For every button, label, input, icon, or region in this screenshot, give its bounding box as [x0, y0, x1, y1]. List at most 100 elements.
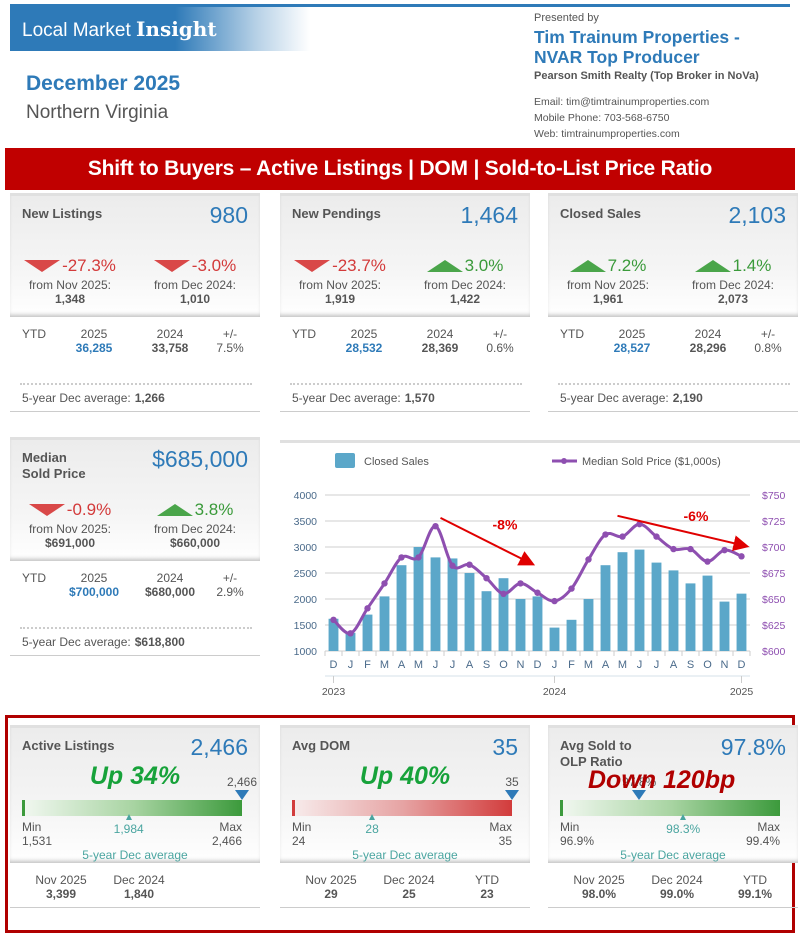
gauge-bar: 97.8% 98.3%	[560, 775, 780, 836]
x-axis-label: A	[398, 659, 406, 671]
gauge-header: Avg DOM 35 35 28 Up 40% Min 24 Max 35 5-ye…	[280, 725, 530, 863]
arrow-down-icon	[153, 260, 190, 272]
ytd-values-row: 28,527 28,296 0.8%	[560, 341, 790, 355]
bar-closed-sales	[532, 596, 543, 651]
ytd-year-prior: 2024	[694, 327, 722, 341]
change-percent: 3.8%	[156, 500, 233, 520]
bar-closed-sales	[583, 599, 594, 651]
ytd-change-value: 7.5%	[216, 341, 244, 355]
footer-stat-label: YTD	[475, 873, 499, 887]
footer-stat-label: Dec 2024	[383, 873, 435, 887]
legend-line-marker	[561, 458, 567, 464]
right-axis-tick: $600	[762, 646, 786, 658]
gauge-header: Avg Sold to OLP Ratio 97.8% 97.8% 98.3% D…	[548, 725, 798, 863]
average-marker-icon	[369, 814, 376, 820]
x-axis-label: M	[414, 659, 423, 671]
ytd-label: YTD	[22, 571, 46, 585]
legend-label-closed-sales: Closed Sales	[364, 456, 429, 468]
card-value: $685,000	[152, 446, 248, 472]
change-percent: -0.9%	[28, 500, 111, 520]
chart-svg: Closed Sales Median Sold Price ($1,000s) 1…	[294, 453, 786, 698]
average-value: $618,800	[134, 635, 185, 649]
year-label: 2024	[543, 686, 567, 698]
bar-closed-sales	[481, 591, 492, 651]
max-value: 99.4%	[745, 834, 780, 848]
annotation-label: -8%	[493, 516, 518, 532]
gauge-title: Active Listings	[22, 738, 115, 753]
current-marker-label: 97.8%	[622, 775, 657, 789]
change-previous-value: 1,010	[179, 292, 211, 306]
change-from-label: from Nov 2025:	[298, 278, 382, 292]
x-axis-label: A	[602, 659, 610, 671]
footer-stat-value: 3,399	[45, 887, 77, 901]
brand-bold: Insight	[136, 17, 217, 41]
point-median-price	[551, 597, 558, 605]
current-marker-icon	[505, 790, 519, 800]
ytd-year-current: 2025	[350, 327, 378, 341]
change-percent: -3.0%	[153, 256, 236, 276]
change-prev-month: -23.7% from Nov 2025: 1,919	[280, 256, 400, 307]
ytd-value-prior: 28,369	[421, 341, 459, 355]
card-value: 980	[209, 202, 248, 228]
ytd-year-prior: 2024	[156, 327, 184, 341]
card-title-line-2: Sold Price	[22, 466, 86, 481]
ytd-year-current: 2025	[618, 327, 646, 341]
change-prev-month: -0.9% from Nov 2025: $691,000	[10, 500, 130, 551]
footer-stat-label: Nov 2025	[573, 873, 625, 887]
change-percent: 3.0%	[426, 256, 503, 276]
arrow-up-icon	[156, 504, 193, 516]
average-label: 5-year Dec average:	[292, 391, 401, 405]
ytd-label: YTD	[22, 327, 46, 341]
point-median-price	[364, 605, 371, 612]
change-from-label: from Nov 2025:	[28, 278, 112, 292]
average-caption: 5-year Dec average	[620, 848, 726, 862]
contact-email[interactable]: Email: tim@timtrainumproperties.com	[534, 96, 710, 108]
gauge-bar: 2,466 1,984	[22, 775, 257, 836]
footer-stat-label: Nov 2025	[305, 873, 357, 887]
x-axis-label: D	[534, 659, 542, 671]
brand-bar	[10, 7, 310, 51]
ytd-year-prior: 2024	[156, 571, 184, 585]
contact-phone[interactable]: Mobile Phone: 703-568-6750	[534, 112, 670, 124]
point-median-price	[602, 531, 609, 538]
brand-title: Local Market Insight	[22, 17, 217, 42]
bar-closed-sales	[413, 547, 424, 651]
arrow-down-icon	[28, 504, 65, 516]
average-label: 5-year Dec average:	[560, 391, 669, 405]
right-axis-tick: $700	[762, 542, 786, 554]
current-marker-label: 35	[505, 775, 519, 789]
gauge-title-line-1: Avg Sold to	[560, 738, 632, 753]
change-value: -27.3%	[62, 256, 116, 275]
ytd-values-row: $700,000 $680,000 2.9%	[22, 585, 252, 599]
current-marker-icon	[235, 790, 249, 800]
card-title: Closed Sales	[560, 206, 641, 221]
footer-stat-label: Dec 2024	[651, 873, 703, 887]
card-header: New Pendings 1,464 -23.7% from Nov 2025:…	[280, 193, 530, 317]
annotation-arrow	[440, 516, 536, 566]
point-median-price	[534, 589, 541, 596]
card-header: New Listings 980 -27.3% from Nov 2025: 1…	[10, 193, 260, 317]
point-median-price	[738, 553, 745, 560]
change-previous-value: $660,000	[169, 536, 221, 550]
contact-web[interactable]: Web: timtrainumproperties.com	[534, 128, 680, 140]
change-from-label: from Dec 2024:	[423, 278, 507, 292]
gauge-title: Avg DOM	[292, 738, 351, 753]
card-title: New Listings	[22, 206, 103, 221]
change-prev-month: 7.2% from Nov 2025: 1,961	[548, 256, 668, 307]
ytd-value-current: 28,532	[345, 341, 383, 355]
change-previous-value: 1,422	[449, 292, 481, 306]
agent-name: Tim Trainum Properties - NVAR Top Produc…	[534, 27, 794, 67]
ytd-value-prior: $680,000	[144, 585, 196, 599]
x-axis-label: S	[483, 659, 490, 671]
bar-closed-sales	[498, 578, 509, 651]
point-median-price	[347, 630, 354, 637]
max-value: 35	[498, 834, 512, 848]
footer-stat: Nov 2025 3,399	[22, 873, 100, 901]
left-axis-tick: 4000	[294, 490, 318, 502]
ytd-year-prior: 2024	[426, 327, 454, 341]
footer-stat-value: 29	[324, 887, 338, 901]
bar-closed-sales	[345, 632, 356, 651]
contact-info: Email: tim@timtrainumproperties.com Mobi…	[534, 94, 709, 142]
average-caption: 5-year Dec average	[352, 848, 458, 862]
change-from-label: from Nov 2025:	[28, 522, 112, 536]
